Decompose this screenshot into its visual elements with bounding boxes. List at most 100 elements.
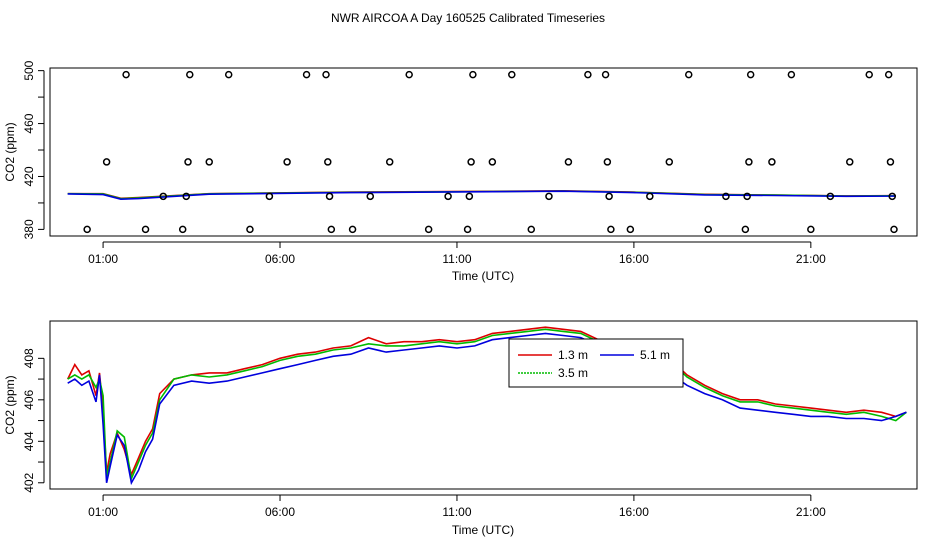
bottom-series-line-1 xyxy=(67,328,907,482)
calibration-point xyxy=(205,158,213,166)
calibration-point xyxy=(722,192,730,201)
calibration-point xyxy=(607,225,615,234)
calibration-point xyxy=(545,192,553,201)
bottom-x-tick-label: 06:00 xyxy=(265,505,295,519)
calibration-point xyxy=(684,70,693,79)
calibration-point xyxy=(83,225,91,234)
calibration-point xyxy=(564,158,573,166)
calibration-point xyxy=(184,158,192,166)
calibration-point xyxy=(325,192,334,201)
bottom-x-tick-label: 16:00 xyxy=(619,505,649,519)
bottom-x-tick-label: 11:00 xyxy=(442,505,471,519)
calibration-point xyxy=(488,158,497,166)
calibration-point xyxy=(324,158,332,166)
calibration-point xyxy=(527,225,536,234)
bottom-x-tick-label: 01:00 xyxy=(88,505,118,519)
calibration-point xyxy=(366,192,375,201)
calibration-point xyxy=(741,225,750,234)
calibration-point xyxy=(743,192,751,201)
calibration-point xyxy=(584,70,592,79)
top-x-axis: 01:00 06:00 11:00 16:00 21:00 xyxy=(88,241,826,266)
bottom-y-tick-label: 408 xyxy=(22,348,36,368)
chart-title: NWR AIRCOA A Day 160525 Calibrated Times… xyxy=(331,11,605,25)
calibration-point xyxy=(102,158,111,166)
bottom-series-lines xyxy=(66,326,907,486)
calibration-point xyxy=(888,192,896,201)
calibration-point xyxy=(265,192,274,201)
top-x-tick-label: 16:00 xyxy=(619,252,649,266)
bottom-panel: 01:00 06:00 11:00 16:00 21:00 402 404 406 408 T… xyxy=(3,320,918,537)
bottom-y-axis: 402 404 406 408 xyxy=(22,348,45,493)
bottom-series-line-0 xyxy=(66,326,907,477)
calibration-point xyxy=(122,70,130,79)
calibration-point xyxy=(890,225,898,234)
calibration-point xyxy=(601,70,610,79)
top-y-tick-label: 420 xyxy=(22,166,36,186)
legend-label-1-3m: 1.3 m xyxy=(558,348,588,362)
legend-box xyxy=(508,338,684,388)
top-y-tick-label: 460 xyxy=(22,113,36,133)
calibration-point xyxy=(467,158,475,166)
top-x-tick-label: 06:00 xyxy=(265,252,295,266)
top-plot-frame xyxy=(49,67,918,237)
calibration-point xyxy=(746,70,755,79)
calibration-point xyxy=(348,225,357,234)
calibration-point xyxy=(178,225,187,234)
bottom-plot-frame xyxy=(49,320,918,490)
calibration-point xyxy=(385,158,394,166)
legend-label-3-5m: 3.5 m xyxy=(558,366,588,380)
calibration-point xyxy=(865,70,873,79)
calibration-point xyxy=(246,225,254,234)
legend-label-5-1m: 5.1 m xyxy=(640,348,670,362)
calibration-point xyxy=(886,158,895,166)
calibration-point xyxy=(605,192,613,201)
calibration-point xyxy=(186,70,194,79)
calibration-point xyxy=(182,192,190,201)
top-panel: 01:00 06:00 11:00 16:00 21:00 380 420 460 500 T… xyxy=(3,60,918,283)
top-x-tick-label: 01:00 xyxy=(88,252,118,266)
calibration-point xyxy=(322,70,330,79)
calibration-point xyxy=(302,70,311,79)
top-y-tick-label: 500 xyxy=(22,60,36,80)
bottom-x-tick-label: 21:00 xyxy=(796,505,826,519)
calibration-point xyxy=(283,158,291,166)
bottom-series-line-2 xyxy=(67,332,907,486)
calibration-point xyxy=(603,158,612,166)
calibration-point xyxy=(665,158,674,166)
calibration-point xyxy=(424,225,433,234)
calibration-point xyxy=(159,192,167,201)
legend: 1.3 m 3.5 m 5.1 m xyxy=(508,338,684,388)
calibration-point xyxy=(846,158,854,166)
top-series-line-2 xyxy=(67,190,896,201)
bottom-x-axis: 01:00 06:00 11:00 16:00 21:00 xyxy=(88,494,826,519)
calibration-point xyxy=(224,70,233,79)
top-x-axis-title: Time (UTC) xyxy=(452,269,514,283)
top-y-tick-label: 380 xyxy=(22,219,36,239)
calibration-point xyxy=(463,225,472,234)
top-y-axis-title: CO2 (ppm) xyxy=(3,122,17,181)
calibration-point xyxy=(787,70,796,79)
calibration-point xyxy=(405,70,413,79)
top-y-axis: 380 420 460 500 xyxy=(22,60,45,239)
calibration-point xyxy=(884,70,893,79)
calibration-point xyxy=(444,192,452,201)
calibration-point xyxy=(141,225,150,234)
top-x-tick-label: 11:00 xyxy=(442,252,471,266)
calibration-point xyxy=(465,192,474,201)
calibration-point xyxy=(327,225,336,234)
bottom-y-tick-label: 406 xyxy=(22,389,36,409)
calibration-point xyxy=(826,192,835,201)
top-x-tick-label: 21:00 xyxy=(796,252,826,266)
calibration-point xyxy=(807,225,815,234)
calibration-point xyxy=(508,70,516,79)
calibration-point xyxy=(704,225,712,234)
calibration-point xyxy=(646,192,654,201)
top-calibration-points xyxy=(83,70,898,234)
calibration-point xyxy=(469,70,477,79)
calibration-point xyxy=(626,225,635,234)
bottom-x-axis-title: Time (UTC) xyxy=(452,523,514,537)
bottom-y-tick-label: 402 xyxy=(22,472,36,492)
bottom-y-tick-label: 404 xyxy=(22,431,36,451)
top-series-lines xyxy=(67,189,896,201)
